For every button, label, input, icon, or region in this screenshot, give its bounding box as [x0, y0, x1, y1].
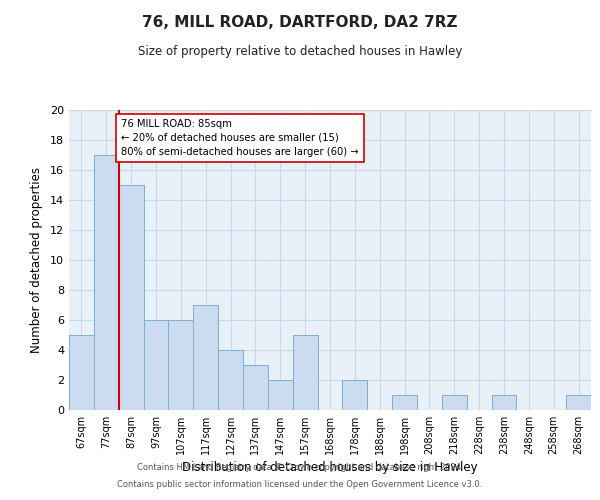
Bar [392, 395, 417, 410]
Bar [243, 365, 268, 410]
Bar [566, 395, 591, 410]
Bar [293, 335, 317, 410]
Text: 76, MILL ROAD, DARTFORD, DA2 7RZ: 76, MILL ROAD, DARTFORD, DA2 7RZ [142, 15, 458, 30]
Bar [69, 335, 94, 410]
Text: 76 MILL ROAD: 85sqm
← 20% of detached houses are smaller (15)
80% of semi-detach: 76 MILL ROAD: 85sqm ← 20% of detached ho… [121, 119, 359, 157]
Text: Size of property relative to detached houses in Hawley: Size of property relative to detached ho… [138, 45, 462, 58]
Text: Contains HM Land Registry data © Crown copyright and database right 2024.: Contains HM Land Registry data © Crown c… [137, 464, 463, 472]
Y-axis label: Number of detached properties: Number of detached properties [30, 167, 43, 353]
Bar [343, 380, 367, 410]
Text: Contains public sector information licensed under the Open Government Licence v3: Contains public sector information licen… [118, 480, 482, 489]
Bar [193, 305, 218, 410]
Bar [218, 350, 243, 410]
Bar [94, 155, 119, 410]
Bar [491, 395, 517, 410]
Bar [169, 320, 193, 410]
X-axis label: Distribution of detached houses by size in Hawley: Distribution of detached houses by size … [182, 461, 478, 474]
Bar [442, 395, 467, 410]
Bar [143, 320, 169, 410]
Bar [119, 185, 143, 410]
Bar [268, 380, 293, 410]
